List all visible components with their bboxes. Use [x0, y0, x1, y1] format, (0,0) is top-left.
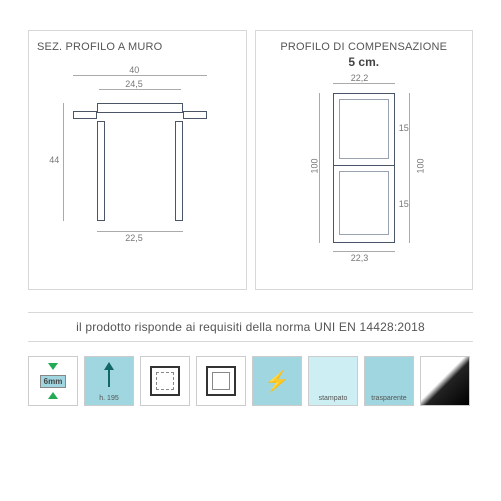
panel-compensation-profile: PROFILO DI COMPENSAZIONE 5 cm. 22,2 100 … — [255, 30, 474, 290]
panel-title-right: PROFILO DI COMPENSAZIONE — [264, 41, 465, 53]
dim-r-left: 100 — [309, 158, 319, 173]
icon-frame-dashed — [140, 356, 190, 406]
drawing-left: 40 24,5 44 22,5 — [47, 61, 227, 251]
icon-thickness: 6mm — [28, 356, 78, 406]
thickness-label: 6mm — [40, 375, 67, 388]
trasparente-label: trasparente — [365, 395, 413, 402]
dim-top-outer: 40 — [129, 65, 139, 75]
u-profile-shape — [97, 103, 183, 221]
dim-r-top: 22,2 — [351, 73, 369, 83]
comp-inner-top — [339, 99, 389, 159]
dim-bottom: 22,5 — [125, 233, 143, 243]
panels-row: SEZ. PROFILO A MURO 40 24,5 44 22,5 PROF… — [0, 0, 501, 298]
dim-r-right-full: 100 — [415, 158, 425, 173]
comp-inner-bot — [339, 171, 389, 235]
height-label: h. 195 — [85, 395, 133, 402]
stampato-label: stampato — [309, 395, 357, 402]
caption-bar: il prodotto risponde ai requisiti della … — [28, 312, 473, 342]
panel-wall-profile: SEZ. PROFILO A MURO 40 24,5 44 22,5 — [28, 30, 247, 290]
icon-gradient — [420, 356, 470, 406]
bolt-icon: ⚡ — [265, 369, 290, 394]
dim-r-bottom: 22,3 — [351, 253, 369, 263]
icon-bolt: ⚡ — [252, 356, 302, 406]
dim-r-upper: 15 — [399, 123, 409, 133]
dim-top-inner: 24,5 — [125, 79, 143, 89]
dim-r-lower: 15 — [399, 199, 409, 209]
comp-mid-line — [333, 165, 395, 166]
icon-trasparente: trasparente — [364, 356, 414, 406]
drawing-right: 22,2 100 100 15 15 22,3 — [289, 75, 439, 265]
icon-frame-solid — [196, 356, 246, 406]
icon-strip: 6mm h. 195 ⚡ stampato trasparente — [28, 356, 501, 406]
dim-left-h: 44 — [49, 155, 59, 165]
icon-stampato: stampato — [308, 356, 358, 406]
panel-subtitle-right: 5 cm. — [264, 55, 465, 69]
icon-height: h. 195 — [84, 356, 134, 406]
compliance-caption: il prodotto risponde ai requisiti della … — [76, 320, 425, 334]
panel-title-left: SEZ. PROFILO A MURO — [37, 41, 238, 53]
